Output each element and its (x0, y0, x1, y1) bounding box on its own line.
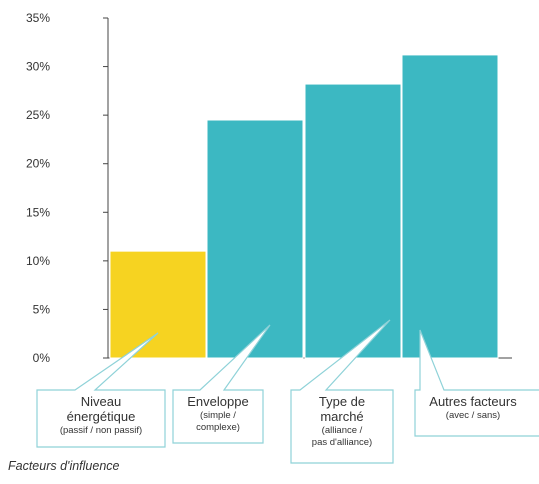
callout-title: énergétique (67, 409, 136, 424)
y-tick-label: 25% (26, 108, 50, 122)
x-axis-caption: Facteurs d'influence (8, 459, 120, 473)
callout-box (36, 332, 166, 448)
callout-subtitle: (simple / (200, 410, 236, 421)
callout-title: Autres facteurs (429, 394, 517, 409)
bar (401, 54, 499, 359)
callout-title: Niveau (81, 394, 121, 409)
callout-box (414, 329, 539, 437)
callout-subtitle: (passif / non passif) (60, 425, 142, 436)
callout-subtitle: pas d'alliance) (312, 437, 372, 448)
y-tick-label: 10% (26, 254, 50, 268)
callout-subtitle: (alliance / (322, 425, 363, 436)
callout-title: Type de (319, 394, 365, 409)
y-tick-label: 30% (26, 60, 50, 74)
bar (109, 250, 207, 359)
callout-title: Enveloppe (187, 394, 248, 409)
bar (304, 83, 402, 359)
callout-title: marché (320, 409, 363, 424)
y-tick-label: 15% (26, 205, 50, 219)
y-tick-label: 0% (33, 351, 51, 365)
callout-subtitle: (avec / sans) (446, 410, 500, 421)
callout-box (172, 324, 271, 444)
callout-box (290, 319, 394, 464)
y-tick-label: 5% (33, 302, 51, 316)
callout-subtitle: complexe) (196, 422, 240, 433)
y-tick-label: 35% (26, 11, 50, 25)
bar (206, 119, 304, 359)
y-tick-label: 20% (26, 157, 50, 171)
